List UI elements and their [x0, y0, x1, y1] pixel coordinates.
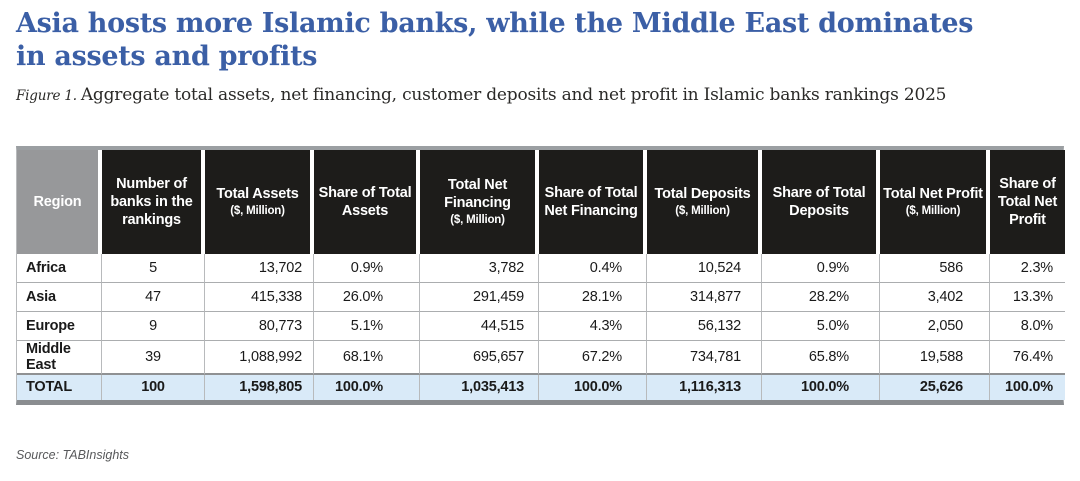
unit-label: ($, Million) [905, 205, 961, 218]
table-cell: 586 [880, 253, 990, 283]
table-row-middle-east: Middle East 39 1,088,992 68.1% 695,657 6… [17, 340, 1065, 375]
table-cell: 4.3% [539, 311, 647, 341]
column-header-total-assets: Total Assets ($, Million) [205, 149, 314, 254]
figure-page: Asia hosts more Islamic banks, while the… [16, 8, 1065, 462]
table-cell: 100 [102, 374, 205, 400]
table-cell: 0.9% [762, 253, 880, 283]
table-cell: 13,702 [205, 253, 314, 283]
rankings-table-container: Region Number of banks in the rankings T… [16, 145, 1065, 405]
table-cell: 3,402 [880, 282, 990, 312]
table-cell: 68.1% [314, 340, 420, 375]
table-cell: 9 [102, 311, 205, 341]
column-header-number-of-banks: Number of banks in the rankings [102, 149, 205, 254]
table-cell: 100.0% [990, 374, 1065, 400]
region-cell: Asia [17, 282, 102, 312]
region-cell: TOTAL [17, 374, 102, 400]
unit-label: ($, Million) [450, 214, 505, 227]
source-note: Source: TABInsights [16, 447, 130, 462]
figure-caption: Figure 1. Aggregate total assets, net fin… [16, 85, 1064, 105]
table-cell: 734,781 [647, 340, 762, 375]
table-cell: 10,524 [647, 253, 762, 283]
table-cell: 56,132 [647, 311, 762, 341]
column-header-total-deposits: Total Deposits ($, Million) [647, 149, 762, 254]
table-cell: 5.1% [314, 311, 420, 341]
table-cell: 1,088,992 [205, 340, 314, 375]
column-header-total-net-financing: Total Net Financing ($, Million) [420, 149, 539, 254]
region-cell: Middle East [17, 340, 102, 375]
region-cell: Africa [17, 253, 102, 283]
column-header-share-net-financing: Share of Total Net Financing [539, 149, 647, 254]
table-cell: 415,338 [205, 282, 314, 312]
table-row-asia: Asia 47 415,338 26.0% 291,459 28.1% 314,… [17, 282, 1065, 312]
table-cell: 26.0% [314, 282, 420, 312]
unit-label: ($, Million) [675, 205, 730, 218]
table-cell: 80,773 [205, 311, 314, 341]
table-row-europe: Europe 9 80,773 5.1% 44,515 4.3% 56,132 … [17, 311, 1065, 341]
table-cell: 0.4% [539, 253, 647, 283]
table-cell: 2,050 [880, 311, 990, 341]
table-cell: 1,035,413 [420, 374, 539, 400]
table-cell: 28.2% [762, 282, 880, 312]
table-cell: 67.2% [539, 340, 647, 375]
table-cell: 291,459 [420, 282, 539, 312]
table-cell: 5 [102, 253, 205, 283]
table-cell: 65.8% [762, 340, 880, 375]
table-cell: 3,782 [420, 253, 539, 283]
table-cell: 28.1% [539, 282, 647, 312]
table-cell: 19,588 [880, 340, 990, 375]
table-cell: 8.0% [990, 311, 1065, 341]
column-header-region: Region [17, 149, 102, 254]
figure-caption-text: Aggregate total assets, net financing, c… [80, 84, 947, 105]
table-header-row: Region Number of banks in the rankings T… [17, 149, 1065, 254]
table-cell: 47 [102, 282, 205, 312]
table-cell: 1,116,313 [647, 374, 762, 400]
table-cell: 1,598,805 [205, 374, 314, 400]
table-cell: 76.4% [990, 340, 1065, 375]
table-cell: 13.3% [990, 282, 1065, 312]
region-cell: Europe [17, 311, 102, 341]
table-cell: 2.3% [990, 253, 1065, 283]
table-cell: 100.0% [314, 374, 420, 400]
table-cell: 314,877 [647, 282, 762, 312]
table-cell: 100.0% [539, 374, 647, 400]
column-header-share-total-assets: Share of Total Assets [314, 149, 420, 254]
table-row-africa: Africa 5 13,702 0.9% 3,782 0.4% 10,524 0… [17, 253, 1065, 283]
column-header-total-net-profit: Total Net Profit ($, Million) [880, 149, 990, 254]
table-cell: 25,626 [880, 374, 990, 400]
column-header-share-net-profit: Share of Total Net Profit [990, 149, 1065, 254]
table-cell: 100.0% [762, 374, 880, 400]
column-header-share-deposits: Share of Total Deposits [762, 149, 880, 254]
rankings-table: Region Number of banks in the rankings T… [17, 149, 1065, 400]
unit-label: ($, Million) [230, 205, 285, 218]
table-row-total: TOTAL 100 1,598,805 100.0% 1,035,413 100… [17, 374, 1065, 400]
figure-label: Figure 1. [16, 87, 77, 104]
table-cell: 695,657 [420, 340, 539, 375]
page-title: Asia hosts more Islamic banks, while the… [16, 8, 974, 72]
table-cell: 5.0% [762, 311, 880, 341]
table-cell: 0.9% [314, 253, 420, 283]
table-cell: 44,515 [420, 311, 539, 341]
table-cell: 39 [102, 340, 205, 375]
